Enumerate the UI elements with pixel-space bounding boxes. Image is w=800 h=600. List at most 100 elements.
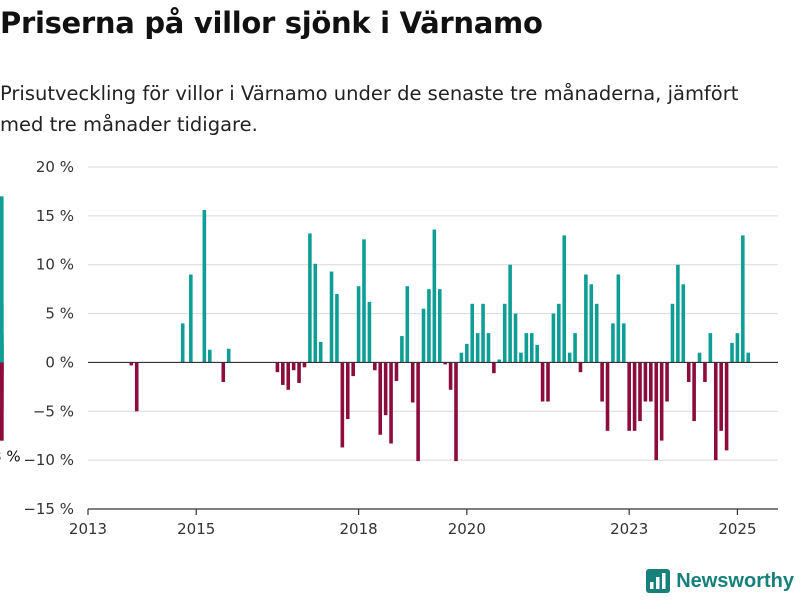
bar: [546, 362, 550, 402]
bar: [638, 362, 642, 422]
bar: [594, 303, 599, 363]
bar: [207, 349, 212, 363]
bar: [226, 348, 231, 363]
bar: [394, 362, 399, 381]
bar: [497, 359, 502, 363]
bar: [513, 313, 518, 363]
chart-title: Priserna på villor sjönk i Värnamo: [0, 6, 543, 40]
bar: [416, 362, 420, 462]
bar: [611, 323, 615, 363]
x-tick-label: 2018: [339, 520, 377, 538]
y-tick-label: 10 %: [36, 256, 74, 274]
bar: [692, 362, 696, 422]
bar: [573, 333, 577, 363]
bar: [421, 308, 426, 363]
bar: [383, 362, 388, 416]
bar: [605, 362, 610, 431]
bar: [703, 362, 707, 382]
last-value-annotation: −8 %: [0, 448, 21, 466]
bar: [713, 362, 718, 461]
bar: [459, 352, 464, 363]
bar: [578, 362, 583, 373]
bar: [448, 362, 453, 390]
bar: [351, 362, 355, 377]
bar: [519, 352, 523, 363]
y-tick-label: 5 %: [45, 305, 74, 323]
bar: [0, 342, 4, 363]
bar: [221, 362, 226, 382]
bar: [297, 362, 301, 383]
bar: [134, 362, 139, 412]
bar: [189, 274, 193, 363]
x-tick-label: 2015: [177, 520, 215, 538]
bar: [291, 362, 296, 371]
bar: [302, 362, 307, 368]
bar: [551, 313, 556, 363]
bar: [281, 362, 285, 385]
bar: [654, 362, 659, 461]
bar: [129, 362, 134, 366]
bar: [405, 286, 410, 363]
y-axis: −15 % −10 % −5 % 0 % 5 % 10 % 15 % 20 %: [23, 158, 74, 518]
chart-subtitle: Prisutveckling för villor i Värnamo unde…: [0, 82, 739, 136]
bar: [275, 362, 280, 373]
bar: [335, 294, 339, 363]
y-tick-label: −15 %: [23, 500, 74, 518]
bar: [492, 362, 496, 374]
bar: [508, 264, 512, 363]
bar: [362, 239, 366, 363]
bar: [730, 342, 734, 363]
bar: [373, 362, 377, 371]
bar: [621, 323, 626, 363]
bar: [437, 289, 442, 363]
bar: [502, 303, 507, 363]
bar: [410, 362, 415, 403]
bar-chart-logo-icon: [646, 569, 671, 593]
bars: [0, 196, 751, 462]
bar: [340, 362, 345, 448]
bar: [735, 333, 740, 363]
bar: [741, 235, 745, 363]
bar: [0, 196, 4, 363]
bar: [313, 263, 318, 363]
bar: [686, 362, 691, 382]
bar: [589, 284, 594, 363]
bar: [676, 264, 680, 363]
bar: [708, 333, 713, 363]
bar: [367, 301, 372, 363]
bar: [454, 362, 458, 462]
y-tick-label: 0 %: [45, 353, 74, 371]
y-tick-label: −5 %: [33, 402, 74, 420]
bar: [0, 362, 4, 441]
bar: [443, 362, 447, 365]
bar: [719, 362, 723, 431]
bar: [378, 362, 383, 435]
bar: [529, 333, 534, 363]
y-tick-label: 20 %: [36, 158, 74, 176]
bar: [562, 235, 567, 363]
bar: [643, 362, 648, 402]
bar: [535, 344, 539, 363]
bar: [432, 229, 437, 363]
bar: [665, 362, 669, 402]
bar: [649, 362, 653, 402]
bar: [202, 209, 207, 363]
bar: [627, 362, 631, 431]
brand-name: Newsworthy: [676, 569, 794, 592]
y-tick-label: −10 %: [23, 451, 74, 469]
bar: [670, 303, 675, 363]
bar: [540, 362, 545, 402]
bar: [470, 303, 475, 363]
bar: [286, 362, 291, 390]
bar: [681, 284, 686, 363]
x-tick-label: 2025: [718, 520, 756, 538]
bar: [475, 333, 480, 363]
bar: [557, 303, 561, 363]
bar: [356, 286, 361, 363]
bar: [486, 333, 491, 363]
bar: [389, 362, 393, 444]
x-axis: 2013 2015 2018 2020 2023 2025: [69, 361, 778, 538]
bar: [697, 352, 702, 363]
bar: [345, 362, 350, 420]
brand-logo: Newsworthy: [646, 568, 794, 594]
